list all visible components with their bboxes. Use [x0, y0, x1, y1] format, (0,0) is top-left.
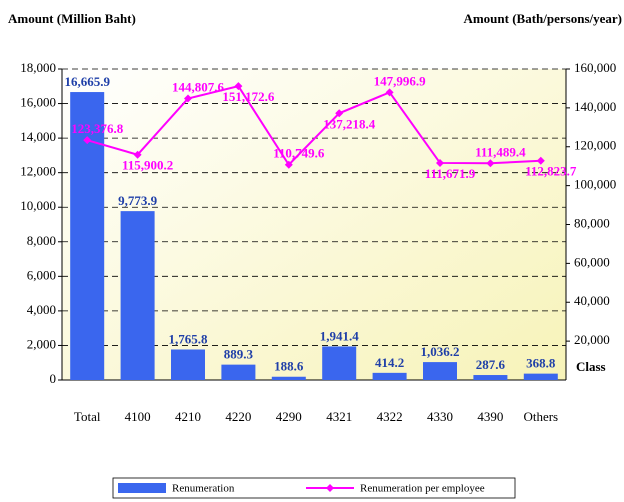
- bar-value-label: 287.6: [476, 357, 506, 372]
- bar: [171, 349, 205, 380]
- y-title: Amount (Million Baht): [8, 11, 136, 26]
- y-tick-label: 12,000: [20, 164, 56, 179]
- bar-value-label: 1,941.4: [320, 328, 360, 343]
- y-tick-label: 14,000: [20, 129, 56, 144]
- x-tick-label: 4390: [477, 409, 503, 424]
- x-tick-label: Others: [523, 409, 558, 424]
- line-marker: [284, 160, 293, 169]
- line-value-label: 112,823.7: [525, 164, 577, 179]
- x-tick-label: 4321: [326, 409, 352, 424]
- bar-value-label: 16,665.9: [64, 74, 110, 89]
- bar-value-label: 1,036.2: [421, 344, 460, 359]
- line-marker: [133, 150, 142, 159]
- line-value-label: 111,671.9: [425, 166, 476, 181]
- y-tick-label: 10,000: [20, 198, 56, 213]
- y2-tick-label: 20,000: [574, 332, 610, 347]
- bar-value-label: 1,765.8: [169, 331, 209, 346]
- legend-swatch: [118, 483, 166, 493]
- x-tick-label: Total: [74, 409, 101, 424]
- bar-value-label: 889.3: [224, 347, 254, 362]
- bar: [271, 376, 306, 380]
- legend-label: Renumeration: [172, 483, 235, 495]
- y-tick-label: 4,000: [27, 302, 56, 317]
- y-tick-label: 18,000: [20, 60, 56, 75]
- line-value-label: 151,172.6: [222, 89, 275, 104]
- y2-title: Amount (Bath/persons/year): [463, 11, 622, 26]
- line-marker: [83, 136, 92, 145]
- line-value-label: 147,996.9: [374, 73, 427, 88]
- line-marker: [486, 159, 495, 168]
- line-marker: [234, 82, 243, 91]
- line-value-label: 144,807.6: [172, 80, 225, 95]
- y2-tick-label: 40,000: [574, 293, 610, 308]
- x-tick-label: 4322: [377, 409, 403, 424]
- bar: [372, 372, 407, 380]
- x-tick-label: 4210: [175, 409, 201, 424]
- line-value-label: 115,900.2: [122, 158, 173, 173]
- y-tick-label: 16,000: [20, 95, 56, 110]
- line-value-label: 110,749.6: [273, 146, 325, 161]
- bar-value-label: 414.2: [375, 355, 404, 370]
- line-marker: [385, 88, 394, 97]
- bar: [423, 362, 457, 380]
- bar: [221, 364, 256, 380]
- bar: [120, 211, 155, 380]
- x-tick-label: 4290: [276, 409, 302, 424]
- y2-tick-label: 100,000: [574, 177, 616, 192]
- legend-swatch: [326, 484, 334, 492]
- y-tick-label: 0: [50, 371, 57, 386]
- line-marker: [335, 109, 344, 118]
- line: [86, 85, 541, 167]
- x-title: Class: [576, 359, 606, 374]
- bar: [473, 375, 508, 380]
- y2-tick-label: 140,000: [574, 99, 616, 114]
- line-value-label: 137,218.4: [323, 116, 376, 131]
- bar-value-label: 9,773.9: [118, 193, 158, 208]
- y2-tick-label: 120,000: [574, 138, 616, 153]
- line-value-label: 123,376.8: [71, 121, 124, 136]
- legend-label: Renumeration per employee: [360, 483, 485, 495]
- x-tick-label: 4330: [427, 409, 453, 424]
- y-tick-label: 6,000: [27, 267, 56, 282]
- x-tick-label: 4100: [125, 409, 151, 424]
- y2-tick-label: 160,000: [574, 60, 616, 75]
- y2-tick-label: 80,000: [574, 215, 610, 230]
- line-marker: [436, 158, 444, 167]
- line-marker: [536, 156, 545, 165]
- y-tick-label: 2,000: [27, 336, 56, 351]
- bar-value-label: 188.6: [274, 359, 304, 374]
- y2-tick-label: 60,000: [574, 254, 610, 269]
- bar: [322, 346, 357, 380]
- line-value-label: 111,489.4: [475, 144, 526, 159]
- x-tick-label: 4220: [225, 409, 251, 424]
- y-tick-label: 8,000: [27, 233, 56, 248]
- bar-value-label: 368.8: [526, 356, 556, 371]
- bar: [523, 373, 558, 380]
- line-marker: [184, 94, 192, 103]
